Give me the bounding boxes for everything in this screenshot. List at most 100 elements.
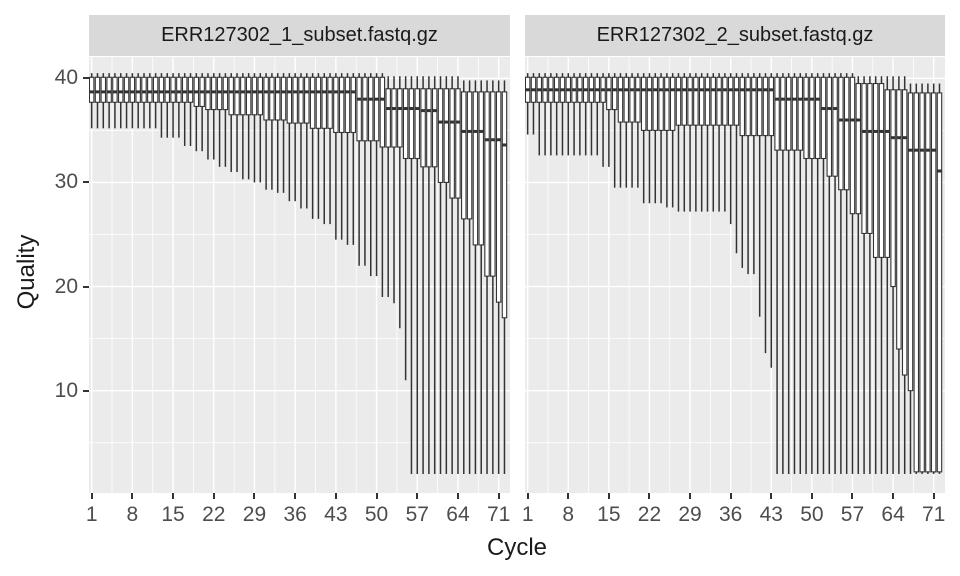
x-tick-mark [567, 493, 570, 499]
boxplot-cycle-43 [333, 73, 339, 240]
boxplot-cycle-27 [240, 73, 246, 180]
boxplot-cycle-21 [205, 73, 211, 160]
boxplot-cycle-15 [606, 73, 612, 167]
boxplot-cycle-35 [286, 73, 293, 202]
x-tick-label: 15 [597, 503, 621, 526]
x-axis-title: Cycle [486, 534, 547, 561]
x-tick-mark [932, 493, 935, 499]
boxplot-cycle-20 [199, 73, 205, 152]
x-tick-label: 22 [637, 503, 662, 526]
x-tick-label: 8 [562, 503, 575, 526]
boxplot-cycle-25 [228, 73, 234, 173]
facet-panel-1 [89, 57, 510, 493]
x-tick-label: 29 [678, 503, 702, 526]
boxplot-cycle-44 [774, 73, 780, 474]
y-tick-label: 40 [54, 66, 78, 90]
x-tick-mark [90, 493, 93, 499]
boxplot-cycle-52 [820, 73, 827, 474]
boxplot-cycle-63 [449, 76, 455, 474]
boxplot-cycle-55 [402, 76, 409, 381]
boxplot-cycle-6 [117, 73, 124, 129]
boxplot-cycle-67 [907, 83, 914, 474]
boxplot-cycle-51 [814, 73, 821, 474]
boxplot-cycle-2 [530, 73, 537, 135]
x-tick-label: 43 [759, 503, 783, 526]
x-tick-mark [851, 493, 854, 499]
x-tick-mark [172, 493, 175, 499]
boxplot-cycle-37 [733, 73, 740, 254]
x-tick-label: 64 [881, 503, 905, 526]
y-tick-mark [83, 181, 89, 184]
boxplot-cycle-41 [321, 73, 327, 225]
boxplot-cycle-62 [443, 76, 450, 474]
boxplot-cycle-11 [147, 73, 153, 129]
boxplot-cycle-38 [304, 73, 310, 209]
boxplot-cycle-54 [397, 76, 403, 329]
x-tick-mark [689, 493, 692, 499]
boxplot-cycle-17 [617, 73, 624, 188]
boxplot-cycle-33 [710, 73, 717, 212]
boxplot-cycle-70 [490, 80, 496, 474]
boxplot-cycle-25 [664, 73, 670, 208]
boxplot-cycle-60 [867, 76, 873, 474]
boxplot-cycle-62 [878, 76, 885, 474]
boxplot-cycle-51 [379, 73, 386, 297]
boxplot-cycle-40 [315, 73, 322, 219]
x-tick-label: 8 [126, 503, 139, 526]
boxplot-cycle-29 [251, 73, 258, 183]
boxplot-cycle-35 [722, 73, 728, 212]
boxplot-cycle-3 [536, 73, 543, 156]
boxplot-cycle-41 [756, 73, 763, 317]
boxplot-cycle-8 [565, 73, 572, 156]
boxplot-cycle-13 [158, 73, 165, 138]
x-tick-label: 22 [202, 503, 226, 526]
boxplot-cycle-36 [727, 73, 734, 225]
boxplot-cycle-7 [123, 73, 130, 129]
boxplot-cycle-56 [843, 73, 850, 474]
x-tick-label: 57 [405, 503, 429, 526]
x-tick-mark [212, 493, 215, 499]
boxplot-cycle-69 [919, 83, 925, 474]
boxplot-cycle-4 [542, 73, 548, 156]
boxplot-cycle-29 [687, 73, 693, 212]
boxplot-cycle-7 [559, 73, 566, 156]
boxplot-cycle-19 [629, 73, 635, 188]
boxplot-cycle-26 [234, 73, 240, 173]
boxplot-cycle-57 [414, 76, 421, 474]
boxplot-cycle-66 [901, 76, 908, 474]
x-tick-mark [810, 493, 813, 499]
boxplot-cycle-45 [780, 73, 786, 474]
boxplot-cycle-11 [582, 73, 589, 156]
boxplot-cycle-9 [571, 73, 577, 156]
boxplot-cycle-20 [635, 73, 641, 188]
boxplot-cycle-49 [368, 73, 374, 277]
x-tick-label: 57 [840, 503, 865, 526]
x-tick-label: 29 [242, 503, 267, 526]
x-tick-label: 50 [800, 503, 824, 526]
boxplot-cycle-72 [936, 83, 943, 474]
y-tick-label: 10 [54, 378, 78, 402]
boxplot-cycle-16 [176, 73, 182, 138]
boxplot-cycle-28 [245, 73, 252, 180]
x-tick-label: 43 [324, 503, 348, 526]
boxplot-cycle-68 [913, 83, 920, 474]
boxplot-cycle-18 [187, 73, 194, 147]
boxplot-cycle-55 [838, 73, 844, 474]
boxplot-cycle-5 [112, 73, 118, 129]
boxplot-cycle-58 [855, 76, 862, 474]
boxplot-cycle-50 [373, 73, 380, 277]
boxplot-cycle-14 [600, 73, 606, 167]
x-tick-mark [253, 493, 256, 499]
boxplot-cycle-10 [577, 73, 583, 156]
boxplot-cycle-70 [925, 83, 931, 474]
boxplot-cycle-1 [89, 73, 95, 129]
boxplot-cycle-59 [426, 76, 432, 474]
boxplot-cycle-39 [745, 73, 751, 275]
boxplot-cycle-42 [762, 73, 769, 354]
x-tick-mark [294, 493, 297, 499]
boxplot-cycle-47 [356, 73, 362, 266]
boxplot-cycle-5 [548, 73, 554, 156]
boxplot-cycle-34 [280, 73, 287, 193]
boxplot-cycle-14 [164, 73, 171, 138]
boxplot-cycle-37 [298, 73, 304, 209]
